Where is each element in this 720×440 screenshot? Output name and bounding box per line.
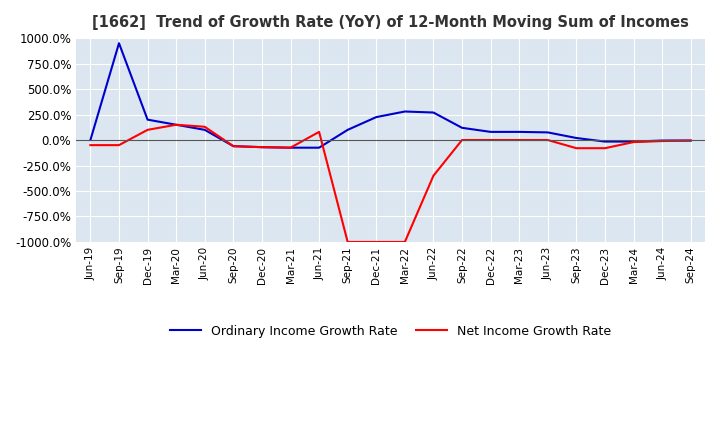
Ordinary Income Growth Rate — [658, 138, 667, 143]
Ordinary Income Growth Rate — [429, 110, 438, 115]
Net Income Growth Rate — [458, 137, 467, 143]
Ordinary Income Growth Rate — [486, 129, 495, 135]
Net Income Growth Rate — [258, 144, 266, 150]
Net Income Growth Rate — [544, 137, 552, 143]
Ordinary Income Growth Rate — [686, 138, 695, 143]
Net Income Growth Rate — [658, 139, 667, 144]
Ordinary Income Growth Rate — [515, 129, 523, 135]
Ordinary Income Growth Rate — [286, 145, 294, 150]
Ordinary Income Growth Rate — [229, 143, 238, 149]
Net Income Growth Rate — [86, 143, 95, 148]
Net Income Growth Rate — [286, 145, 294, 150]
Ordinary Income Growth Rate — [544, 130, 552, 135]
Net Income Growth Rate — [343, 239, 352, 245]
Ordinary Income Growth Rate — [258, 144, 266, 150]
Net Income Growth Rate — [486, 137, 495, 143]
Net Income Growth Rate — [572, 146, 581, 151]
Ordinary Income Growth Rate — [315, 145, 323, 150]
Net Income Growth Rate — [315, 129, 323, 135]
Legend: Ordinary Income Growth Rate, Net Income Growth Rate: Ordinary Income Growth Rate, Net Income … — [165, 319, 616, 343]
Net Income Growth Rate — [686, 138, 695, 143]
Net Income Growth Rate — [143, 127, 152, 132]
Ordinary Income Growth Rate — [86, 137, 95, 143]
Net Income Growth Rate — [372, 239, 381, 245]
Ordinary Income Growth Rate — [114, 40, 123, 46]
Ordinary Income Growth Rate — [629, 139, 638, 144]
Net Income Growth Rate — [515, 137, 523, 143]
Ordinary Income Growth Rate — [200, 127, 209, 132]
Net Income Growth Rate — [229, 143, 238, 149]
Line: Ordinary Income Growth Rate: Ordinary Income Growth Rate — [91, 43, 690, 148]
Ordinary Income Growth Rate — [572, 136, 581, 141]
Net Income Growth Rate — [400, 239, 409, 245]
Line: Net Income Growth Rate: Net Income Growth Rate — [91, 125, 690, 242]
Ordinary Income Growth Rate — [600, 139, 609, 144]
Net Income Growth Rate — [114, 143, 123, 148]
Net Income Growth Rate — [172, 122, 181, 128]
Net Income Growth Rate — [600, 146, 609, 151]
Ordinary Income Growth Rate — [400, 109, 409, 114]
Title: [1662]  Trend of Growth Rate (YoY) of 12-Month Moving Sum of Incomes: [1662] Trend of Growth Rate (YoY) of 12-… — [92, 15, 689, 30]
Ordinary Income Growth Rate — [343, 127, 352, 132]
Net Income Growth Rate — [629, 139, 638, 145]
Ordinary Income Growth Rate — [172, 122, 181, 128]
Ordinary Income Growth Rate — [143, 117, 152, 122]
Net Income Growth Rate — [429, 173, 438, 178]
Ordinary Income Growth Rate — [372, 114, 381, 120]
Ordinary Income Growth Rate — [458, 125, 467, 130]
Net Income Growth Rate — [200, 124, 209, 129]
